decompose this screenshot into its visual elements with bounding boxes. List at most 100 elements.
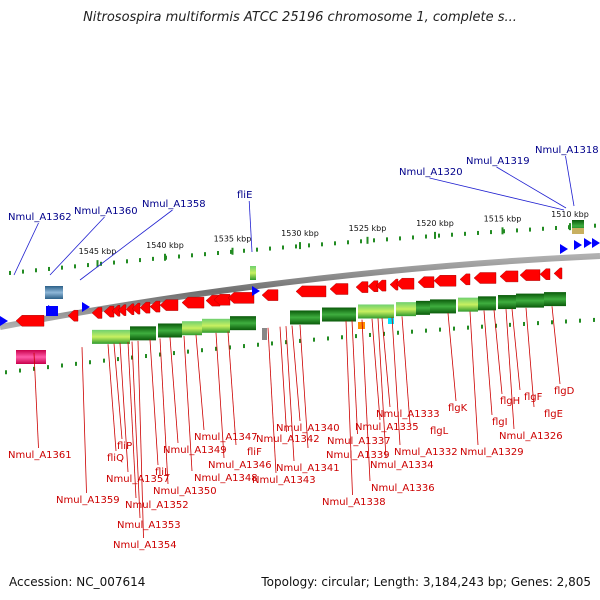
minor-tick <box>117 357 119 362</box>
minor-tick <box>159 352 161 357</box>
minor-tick <box>103 358 105 363</box>
label-connector <box>401 316 411 425</box>
cds-arrow <box>181 296 205 309</box>
cds-arrow <box>67 309 79 322</box>
bottom-gene-label: Nmul_A1336 <box>371 483 435 494</box>
rna-arrow <box>592 238 600 248</box>
bottom-gene-label: Nmul_A1334 <box>370 460 434 471</box>
label-connector <box>511 308 521 391</box>
upper-tick-arc <box>9 223 596 275</box>
label-connector <box>351 320 358 435</box>
minor-tick <box>22 269 24 274</box>
cds-arrow <box>159 299 179 311</box>
label-connector <box>79 209 173 281</box>
cds-arrow <box>433 275 457 287</box>
minor-tick <box>313 337 315 342</box>
bottom-gene-label: flgE <box>544 409 563 420</box>
label-connector <box>159 338 169 485</box>
bottom-label-connectors <box>33 306 561 539</box>
feature-band-pink <box>16 350 46 364</box>
minor-tick <box>355 334 357 339</box>
bottom-gene-label: Nmul_A1333 <box>376 409 440 420</box>
minor-tick <box>551 320 553 325</box>
minor-tick <box>152 256 154 261</box>
feature-band <box>230 316 256 331</box>
chromosome-backbone <box>0 253 600 330</box>
label-connector <box>131 341 141 519</box>
feature-band <box>358 304 394 319</box>
minor-tick <box>594 223 596 228</box>
minor-tick <box>201 348 203 353</box>
label-connector <box>551 306 561 385</box>
bottom-gene-label: Nmul_A1361 <box>8 450 72 461</box>
bottom-gene-label: flgH <box>500 396 520 407</box>
minor-tick <box>565 319 567 324</box>
minor-tick <box>490 230 492 235</box>
cds-arrow <box>131 302 141 315</box>
minor-tick <box>477 230 479 235</box>
minor-tick <box>411 329 413 334</box>
bottom-gene-label: fliL <box>155 467 170 478</box>
bottom-gene-label: fliP <box>117 441 132 452</box>
label-connector <box>215 332 225 459</box>
bottom-gene-label: flgI <box>492 417 508 428</box>
label-connector <box>493 309 503 395</box>
label-connector <box>483 310 493 416</box>
feature-band <box>430 299 456 314</box>
minor-tick <box>33 366 35 371</box>
major-tick <box>299 242 301 250</box>
feature-band <box>498 295 516 310</box>
minor-tick <box>523 321 525 326</box>
label-connector <box>33 352 39 449</box>
minor-tick <box>467 325 469 330</box>
minor-tick <box>412 235 414 240</box>
minor-tick <box>271 341 273 346</box>
feature-band <box>478 296 496 311</box>
minor-tick <box>229 345 231 350</box>
top-gene-label: Nmul_A1318 <box>535 145 599 156</box>
minor-tick <box>308 243 310 248</box>
scale-tick-label: 1510 kbp <box>551 210 589 219</box>
cds-arrow <box>227 292 255 304</box>
rna-arrow <box>82 302 90 312</box>
minor-tick <box>579 318 581 323</box>
rna-arrow <box>0 316 8 326</box>
gene-features <box>0 220 600 364</box>
minor-tick <box>347 240 349 245</box>
minor-tick <box>243 248 245 253</box>
cds-arrow <box>261 289 279 301</box>
bottom-gene-label: Nmul_A1349 <box>163 445 227 456</box>
bottom-gene-label: Nmul_A1352 <box>125 500 189 511</box>
feature-band <box>416 300 430 315</box>
label-connector <box>227 331 237 446</box>
scale-tick-label: 1540 kbp <box>146 241 184 250</box>
minor-tick <box>282 245 284 250</box>
minor-tick <box>542 226 544 231</box>
label-connector <box>113 343 123 440</box>
scale-tick-label: 1530 kbp <box>281 229 319 238</box>
minor-tick <box>555 225 557 230</box>
label-connector <box>49 216 105 276</box>
rna-arrow <box>584 238 592 248</box>
top-label-connectors <box>13 155 575 281</box>
minor-tick <box>481 324 483 329</box>
label-connector <box>345 320 353 496</box>
minor-tick <box>89 360 91 365</box>
minor-tick <box>191 253 193 258</box>
minor-tick <box>425 328 427 333</box>
genome-summary-text: Topology: circular; Length: 3,184,243 bp… <box>261 575 591 589</box>
feature-band <box>182 321 202 336</box>
cds-arrow <box>395 278 415 290</box>
top-gene-label: fliE <box>237 190 252 201</box>
minor-tick <box>131 355 133 360</box>
feature-band <box>322 307 356 322</box>
rna-arrow <box>574 240 582 250</box>
major-tick <box>164 253 166 261</box>
minor-tick <box>87 263 89 268</box>
label-connector <box>496 166 567 209</box>
bottom-gene-label: flgK <box>448 403 468 414</box>
bottom-gene-label: Nmul_A1329 <box>460 447 524 458</box>
label-connector <box>391 317 401 446</box>
cds-arrow <box>459 273 471 286</box>
